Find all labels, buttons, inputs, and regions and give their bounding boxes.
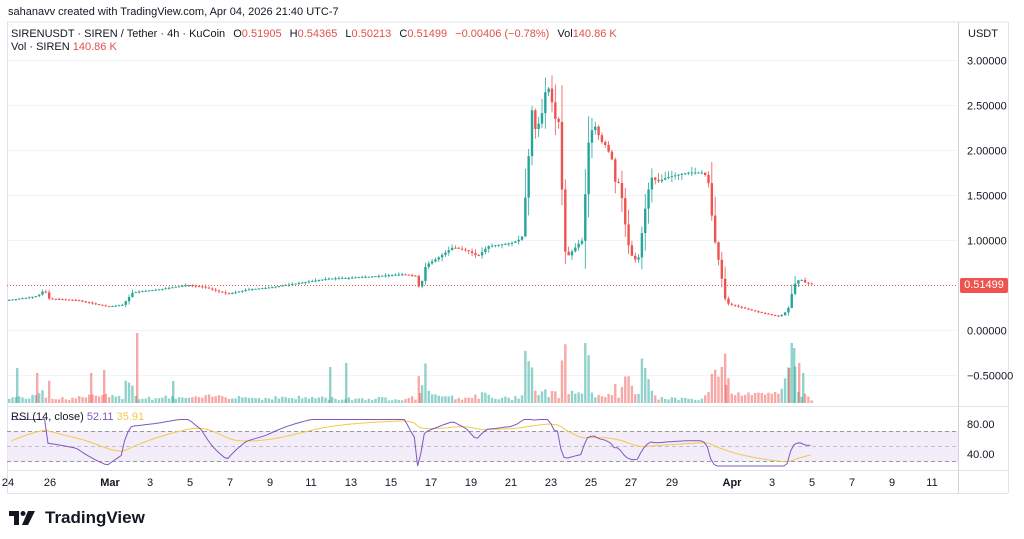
time-tick: 21 [505, 477, 517, 489]
low-value: 0.50213 [351, 28, 392, 40]
price-chart[interactable]: 3.00000 2.50000 2.00000 1.50000 1.00000 0.000… [0, 0, 1024, 500]
time-tick: 7 [227, 477, 233, 489]
volume-bars [8, 333, 813, 403]
time-tick: 9 [267, 477, 273, 489]
volume-legend-label: Vol · SIREN [11, 41, 70, 53]
time-tick: 27 [625, 477, 637, 489]
axis-labels: 3.00000 2.50000 2.00000 1.50000 1.00000 0.000… [2, 56, 1013, 490]
time-tick: 9 [889, 477, 895, 489]
tradingview-logo-icon [9, 511, 35, 525]
time-tick: 3 [769, 477, 775, 489]
price-tick: 2.00000 [967, 146, 1007, 158]
tradingview-logo[interactable]: TradingView [9, 508, 145, 528]
volume-legend-value: 140.86 K [72, 41, 117, 53]
time-tick: 17 [425, 477, 437, 489]
rsi-lines [11, 419, 811, 467]
time-tick: Apr [723, 477, 743, 489]
time-tick: 3 [147, 477, 153, 489]
price-tick: 2.50000 [967, 101, 1007, 113]
low-label: L [345, 28, 352, 40]
rsi-tick: 80.00 [967, 419, 995, 431]
rsi-legend[interactable]: RSI (14, close) 52.11 35.91 [11, 411, 144, 423]
high-label: H [289, 28, 298, 40]
chart-credit: sahanavv created with TradingView.com, A… [8, 6, 339, 18]
open-value: 0.51905 [241, 28, 282, 40]
time-tick: 29 [666, 477, 678, 489]
currency-label[interactable]: USDT [968, 28, 998, 40]
time-tick: 11 [926, 477, 937, 489]
brand-name: TradingView [45, 508, 145, 527]
time-tick: 13 [345, 477, 357, 489]
time-tick: 15 [385, 477, 397, 489]
high-value: 0.54365 [297, 28, 338, 40]
symbol-legend: SIRENUSDT · SIREN / Tether · 4h · KuCoin… [11, 27, 617, 41]
time-tick: Mar [100, 477, 120, 489]
time-tick: 11 [305, 477, 316, 489]
rsi-legend-label: RSI (14, close) [11, 411, 84, 423]
time-tick: 26 [44, 477, 56, 489]
grid-lines [7, 60, 958, 376]
close-value: 0.51499 [407, 28, 448, 40]
vol-label: Vol [557, 28, 573, 40]
change-value: −0.00406 (−0.78%) [455, 28, 550, 40]
price-tick: 3.00000 [967, 56, 1007, 68]
volume-legend[interactable]: Vol · SIREN 140.86 K [11, 41, 117, 53]
rsi-ma-value: 35.91 [116, 411, 145, 423]
time-tick: 5 [809, 477, 815, 489]
vol-value: 140.86 K [572, 28, 617, 40]
symbol-title[interactable]: SIRENUSDT · SIREN / Tether · 4h · KuCoin [11, 28, 226, 40]
price-tick: 1.00000 [967, 236, 1007, 248]
open-label: O [233, 28, 242, 40]
price-tick: 1.50000 [967, 191, 1007, 203]
close-label: C [399, 28, 408, 40]
time-tick: 5 [187, 477, 193, 489]
time-tick: 19 [465, 477, 477, 489]
last-price-tag: 0.51499 [960, 278, 1008, 293]
time-tick: 25 [585, 477, 597, 489]
price-tick: 0.00000 [967, 326, 1007, 338]
price-tick: −0.50000 [967, 371, 1013, 383]
candlesticks [8, 75, 813, 317]
rsi-value: 52.11 [86, 411, 114, 423]
rsi-tick: 40.00 [967, 449, 995, 461]
time-tick: 23 [545, 477, 557, 489]
time-tick: 24 [2, 477, 14, 489]
time-tick: 7 [849, 477, 855, 489]
